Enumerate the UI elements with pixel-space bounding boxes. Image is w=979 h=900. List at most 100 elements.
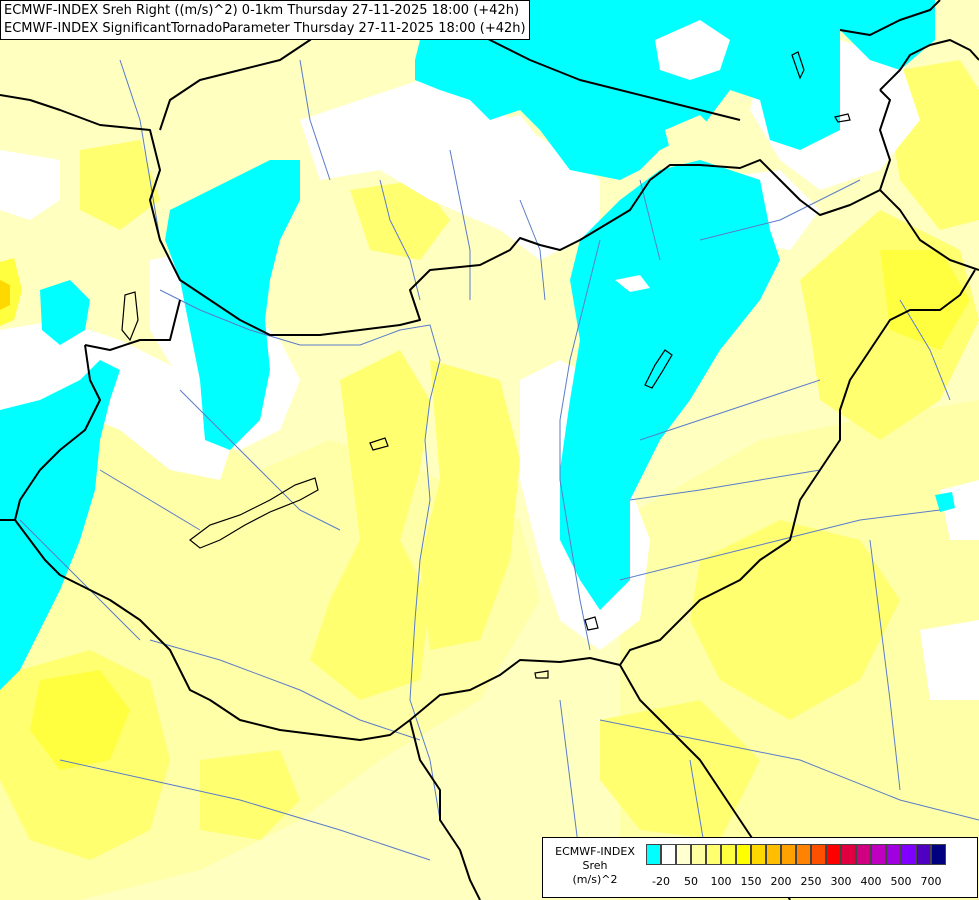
river-morava — [119, 59, 161, 241]
field-yellow-sw-2 — [200, 750, 300, 840]
lake-s-1 — [534, 670, 549, 679]
river-upper-tisza — [699, 179, 861, 241]
legend-swatch-16 — [886, 844, 901, 865]
field-white-hole-2 — [615, 275, 650, 292]
legend-tick-label: 250 — [800, 875, 822, 888]
border-ne-2 — [879, 39, 979, 91]
field-white-hole-3 — [480, 115, 540, 170]
river-n2 — [519, 199, 546, 301]
field-yellow-s — [600, 700, 760, 840]
legend-tick-label: 150 — [740, 875, 762, 888]
lake-balaton — [189, 477, 319, 549]
river-n1 — [299, 59, 331, 181]
color-legend: ECMWF-INDEX Sreh (m/s)^2 -20 50 100 150 200 2… — [542, 837, 978, 898]
river-w1 — [19, 519, 141, 641]
legend-title-variable: Sreh — [582, 859, 608, 872]
field-white-se — [920, 620, 979, 700]
legend-tick-label: 200 — [770, 875, 792, 888]
river-koros — [629, 469, 821, 501]
legend-swatch-5 — [721, 844, 736, 865]
border-west — [14, 344, 101, 586]
river-tisza — [559, 239, 601, 651]
field-yellow-n — [350, 180, 450, 260]
legend-swatch-3 — [691, 844, 706, 865]
river-mures — [619, 509, 941, 581]
lake-ne-2 — [834, 113, 851, 123]
border-ne-3 — [879, 89, 891, 191]
legend-swatch-18 — [916, 844, 931, 865]
field-strong-yellow-ne — [880, 250, 970, 350]
legend-tick-label: -20 — [652, 875, 670, 888]
legend-title: ECMWF-INDEX Sreh (m/s)^2 — [545, 845, 645, 887]
river-drava — [149, 639, 421, 741]
lake-ne-1 — [791, 51, 805, 80]
legend-swatch-1 — [661, 844, 676, 865]
legend-tick-label: 100 — [710, 875, 732, 888]
river-s1 — [559, 699, 581, 861]
legend-swatch-17 — [901, 844, 916, 865]
field-cyan-e-spot — [935, 492, 955, 512]
river-somes — [639, 379, 821, 441]
legend-ticks: -20 50 100 150 200 250 300 400 500 700 — [646, 875, 976, 891]
legend-swatch-7 — [751, 844, 766, 865]
legend-tick-label: 700 — [920, 875, 942, 888]
river-e1 — [899, 299, 951, 401]
legend-title-source: ECMWF-INDEX — [555, 845, 635, 858]
field-cyan-west-edge — [0, 360, 120, 690]
field-orange-w — [0, 280, 10, 310]
legend-title-unit: (m/s)^2 — [572, 873, 618, 886]
legend-swatch-10 — [796, 844, 811, 865]
legend-tick-label: 500 — [890, 875, 912, 888]
border-hungary-croatia — [79, 584, 621, 741]
legend-tick-label: 400 — [860, 875, 882, 888]
field-cyan-nw-spot — [40, 280, 90, 345]
legend-swatch-4 — [706, 844, 721, 865]
lake-se-1 — [584, 616, 599, 631]
field-white-nw — [0, 150, 60, 220]
legend-swatch-8 — [766, 844, 781, 865]
field-cyan-north — [415, 0, 935, 180]
river-danube — [159, 289, 441, 821]
border-czech-austria-slovakia — [0, 94, 979, 336]
river-hron — [449, 149, 471, 300]
lake-velence — [369, 437, 389, 451]
field-white-north — [300, 80, 600, 260]
field-yellow-central — [310, 350, 430, 700]
legend-swatches — [646, 844, 946, 865]
border-hungary-romania — [619, 269, 976, 666]
field-white-hole-1 — [655, 20, 730, 80]
field-yellow-nw — [80, 140, 160, 230]
river-sava — [59, 759, 431, 861]
river-olt — [869, 539, 901, 791]
legend-swatch-15 — [871, 844, 886, 865]
border-ukraine-ne — [839, 0, 941, 36]
lake-tisza — [644, 349, 673, 389]
legend-swatch-12 — [826, 844, 841, 865]
legend-swatch-14 — [856, 844, 871, 865]
field-strong-yellow-w — [0, 258, 22, 326]
field-cyan-west-lobe — [165, 160, 300, 450]
river-raba — [179, 389, 341, 531]
legend-swatch-6 — [736, 844, 751, 865]
legend-swatch-2 — [676, 844, 691, 865]
legend-swatch-13 — [841, 844, 856, 865]
map-header: ECMWF-INDEX Sreh Right ((m/s)^2) 0-1km T… — [0, 0, 530, 40]
legend-swatch-9 — [781, 844, 796, 865]
legend-swatch-0 — [646, 844, 661, 865]
header-line-sreh: ECMWF-INDEX Sreh Right ((m/s)^2) 0-1km T… — [4, 3, 520, 18]
legend-tick-label: 300 — [830, 875, 852, 888]
border-austria-hungary — [84, 299, 181, 351]
rivers — [19, 59, 979, 881]
legend-tick-label: 50 — [684, 875, 698, 888]
field-white-west — [0, 320, 240, 480]
field-yellow-e — [690, 520, 900, 720]
field-cyan-north-patch — [545, 115, 610, 170]
header-line-stp: ECMWF-INDEX SignificantTornadoParameter … — [4, 21, 526, 36]
river-zala — [99, 469, 201, 531]
field-yellow-central-2 — [420, 360, 520, 650]
border-croatia-bosnia — [409, 719, 481, 900]
river-danube-se — [599, 719, 979, 821]
river-bodrog — [639, 179, 661, 261]
